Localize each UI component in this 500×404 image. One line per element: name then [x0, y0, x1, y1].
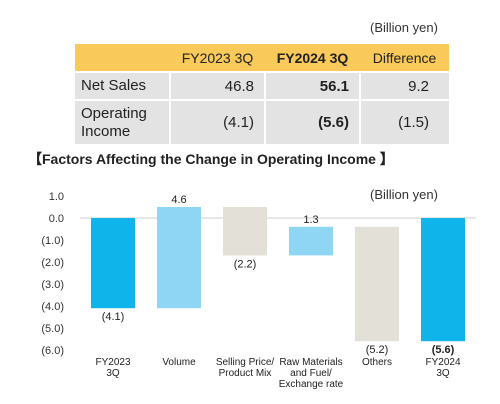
data-label: 1.3	[303, 214, 318, 226]
chart-title: 【Factors Affecting the Change in Operati…	[28, 151, 394, 167]
data-label: 4.6	[171, 194, 186, 206]
y-tick-label: (1.0)	[41, 235, 64, 247]
data-label: (5.2)	[366, 344, 389, 356]
y-tick-label: 0.0	[49, 213, 64, 225]
bar-1	[157, 207, 201, 309]
data-label: (2.2)	[234, 258, 257, 270]
y-tick-label: (6.0)	[41, 345, 64, 357]
category-label: Others	[362, 357, 392, 368]
cell-difference: (1.5)	[359, 99, 449, 144]
bar-4	[355, 226, 399, 342]
category-label: FY2024 3Q	[425, 357, 460, 379]
cell-fy2023: (4.1)	[169, 99, 265, 144]
bar-5	[421, 218, 465, 342]
data-label: (4.1)	[102, 311, 125, 323]
category-label: Selling Price/Product Mix	[216, 357, 275, 379]
category-label: FY2023 3Q	[95, 357, 130, 379]
row-label: Operating Income	[75, 99, 170, 144]
table-header-row: FY2023 3Q FY2024 3Q Difference	[75, 44, 449, 72]
cell-fy2024: 56.1	[264, 71, 360, 100]
y-tick-label: (2.0)	[41, 257, 64, 269]
row-label: Net Sales	[75, 71, 170, 100]
header-blank	[75, 44, 170, 72]
y-tick-label: (3.0)	[41, 279, 64, 291]
bar-0	[91, 218, 135, 309]
y-tick-label: (5.0)	[41, 323, 64, 335]
header-fy2023: FY2023 3Q	[170, 44, 265, 72]
table-row-operating-income: Operating Income (4.1) (5.6) (1.5)	[75, 99, 449, 144]
table-row-net-sales: Net Sales 46.8 56.1 9.2	[75, 71, 449, 100]
summary-table: FY2023 3Q FY2024 3Q Difference Net Sales…	[75, 44, 449, 144]
bar-2	[223, 207, 267, 256]
data-label: (5.6)	[432, 344, 455, 356]
y-tick-label: (4.0)	[41, 301, 64, 313]
cell-difference: 9.2	[359, 71, 449, 100]
table-unit-label: (Billion yen)	[370, 20, 438, 35]
category-label: Raw Materials and Fuel/Exchange rate	[279, 357, 344, 390]
y-tick-label: 1.0	[49, 191, 64, 203]
chart-unit-label: (Billion yen)	[370, 187, 438, 202]
category-label: Volume	[162, 357, 196, 368]
cell-fy2023: 46.8	[169, 71, 265, 100]
header-fy2024: FY2024 3Q	[265, 44, 360, 72]
header-difference: Difference	[360, 44, 449, 72]
cell-fy2024: (5.6)	[264, 99, 360, 144]
bar-3	[289, 226, 333, 256]
